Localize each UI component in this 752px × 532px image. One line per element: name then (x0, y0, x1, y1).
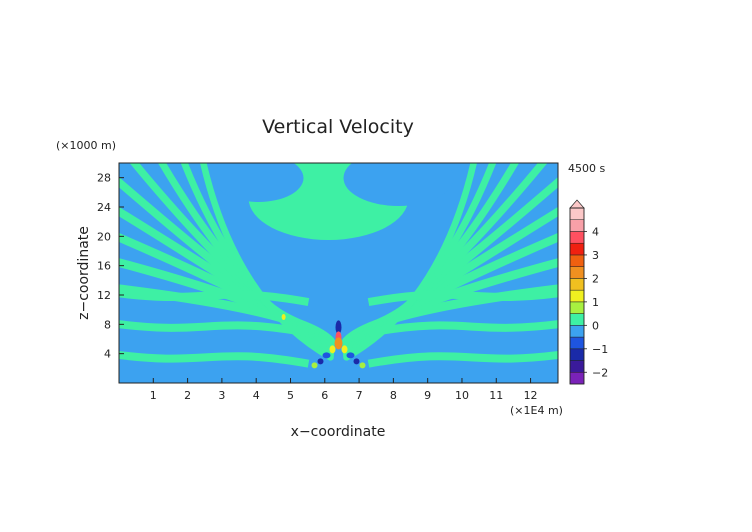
y-tick-label: 4 (104, 348, 111, 361)
x-tick-label: 3 (218, 389, 225, 402)
x-tick-label: 11 (489, 389, 503, 402)
colorbar-swatch (569, 313, 585, 326)
x-tick-label: 4 (253, 389, 260, 402)
x-tick-label: 5 (287, 389, 294, 402)
colorbar-frame (569, 207, 585, 385)
wave-band (119, 350, 310, 368)
wave-band (367, 350, 558, 368)
x-tick-label: 9 (424, 389, 431, 402)
colorbar-swatch (569, 336, 585, 350)
wave-band (367, 320, 558, 337)
y-axis-label: z−coordinate (76, 226, 92, 320)
y-tick-label: 24 (97, 201, 111, 214)
colorbar-label: 1 (592, 296, 599, 309)
colorbar-swatch (569, 372, 585, 385)
colorbar-label: 2 (592, 272, 599, 285)
x-tick-label: 8 (390, 389, 397, 402)
wave-band (343, 163, 477, 361)
colorbar-swatch (569, 207, 585, 220)
x-tick-label: 1 (150, 389, 157, 402)
source-cell (281, 314, 286, 320)
source-cell (317, 358, 324, 365)
source-cell (341, 345, 348, 354)
source-cell (359, 362, 366, 369)
colorbar-label: 4 (592, 225, 599, 238)
chart-title: Vertical Velocity (262, 116, 414, 138)
y-tick-label: 12 (97, 289, 111, 302)
wave-band (119, 320, 310, 337)
wave-band (200, 163, 334, 361)
x-tick-label: 7 (356, 389, 363, 402)
source-cell (322, 352, 331, 359)
time-label: 4500 s (568, 162, 605, 175)
colorbar-top-arrow (569, 199, 585, 209)
source-cell (311, 362, 318, 369)
y-tick-label: 28 (97, 172, 111, 185)
source-cell (334, 337, 343, 350)
colorbar-swatch (569, 278, 585, 291)
colorbar-swatch (569, 231, 585, 244)
upper-gap (213, 163, 304, 202)
plot-frame (118, 162, 559, 384)
colorbar-label: 0 (592, 319, 599, 332)
heatmap-field (119, 163, 558, 383)
upper-gap (343, 163, 454, 206)
colorbar-swatch (569, 301, 585, 314)
colorbar-swatch (569, 266, 585, 279)
x-axis: 1 2 3 4 5 6 7 8 9 10 11 12 (150, 378, 538, 402)
wave-band (367, 289, 558, 307)
y-axis: 4 8 12 16 20 24 28 (97, 172, 124, 361)
y-tick-label: 16 (97, 260, 111, 273)
source-cell (346, 352, 355, 359)
colorbar: 4 3 2 1 0 −1 −2 (569, 199, 608, 385)
y-tick-label: 8 (104, 318, 111, 331)
source-cell (335, 320, 342, 335)
colorbar-label: −1 (592, 343, 608, 356)
y-tick-label: 20 (97, 230, 111, 243)
colorbar-swatch (569, 242, 585, 256)
colorbar-swatch (569, 219, 585, 232)
colorbar-swatch (569, 360, 585, 373)
colorbar-swatch (569, 325, 585, 338)
wave-band (119, 289, 310, 307)
colorbar-swatch (569, 289, 585, 303)
x-tick-label: 10 (455, 389, 469, 402)
colorbar-swatch (569, 348, 585, 361)
x-tick-label: 12 (524, 389, 538, 402)
x-unit-label: (×1E4 m) (510, 404, 563, 417)
colorbar-swatch (569, 254, 585, 267)
x-tick-label: 6 (321, 389, 328, 402)
source-cell (353, 358, 360, 365)
x-axis-label: x−coordinate (291, 424, 386, 440)
x-tick-label: 2 (184, 389, 191, 402)
source-cell (329, 345, 336, 354)
colorbar-label: −2 (592, 366, 608, 379)
y-unit-label: (×1000 m) (56, 139, 116, 152)
colorbar-label: 3 (592, 249, 599, 262)
